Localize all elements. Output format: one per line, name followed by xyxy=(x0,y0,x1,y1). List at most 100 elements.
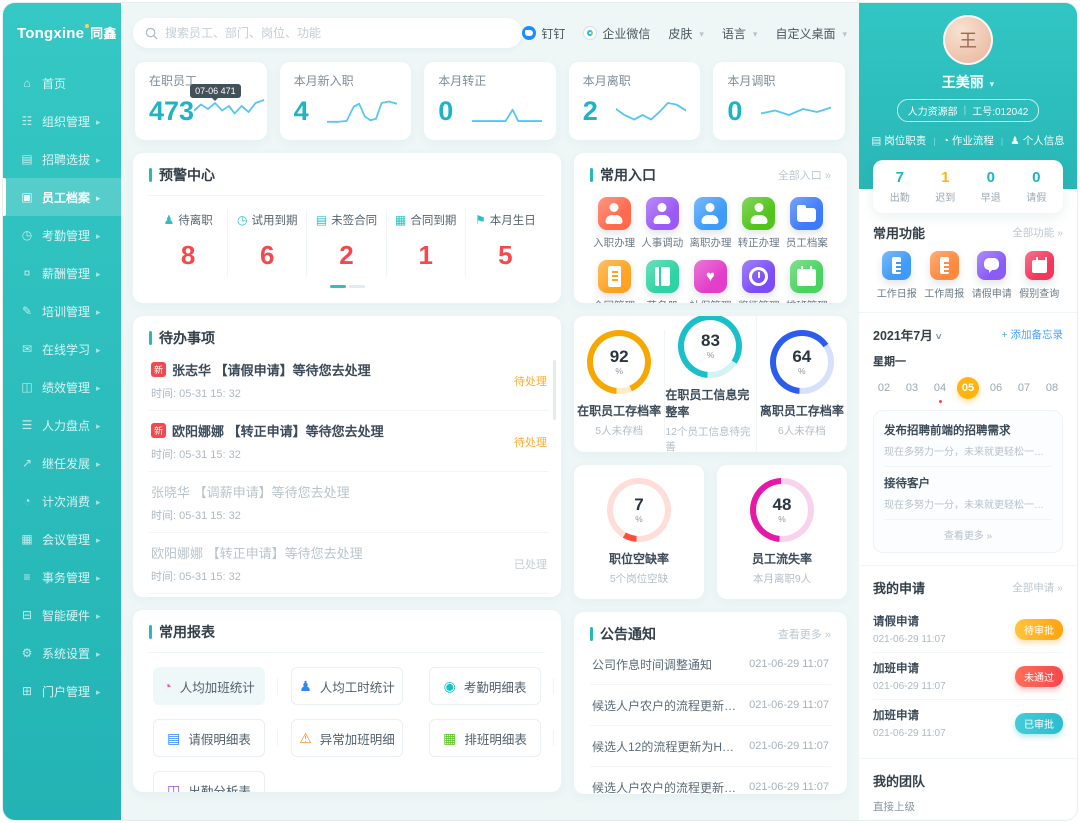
sidebar-item[interactable]: ▤ 招聘选拔 xyxy=(3,140,121,178)
alert-item[interactable]: ▤ 未签合同 2 xyxy=(307,210,387,277)
job-duty-link[interactable]: ▤ 岗位职责 xyxy=(871,134,927,148)
calendar-day[interactable]: 05 xyxy=(957,377,979,399)
quick-entry-item[interactable]: 人事调动 xyxy=(638,197,686,250)
calendar-day[interactable]: 04 xyxy=(929,377,951,403)
todo-scrollbar[interactable] xyxy=(553,360,556,420)
announcements-more-link[interactable]: 查看更多 » xyxy=(777,629,831,641)
alert-pager[interactable] xyxy=(149,285,545,288)
quick-entry-item[interactable]: 离职办理 xyxy=(686,197,734,250)
stat-card[interactable]: 在职员工 473 07-06 471 xyxy=(135,62,267,140)
alert-item[interactable]: ◷ 试用到期 6 xyxy=(228,210,308,277)
sidebar-item[interactable]: ☷ 组织管理 xyxy=(3,102,121,140)
search-input[interactable] xyxy=(165,26,511,40)
quick-func-item[interactable]: 工作周报 xyxy=(921,251,969,300)
todo-row-time: 时间: 05-31 15: 32 xyxy=(151,571,241,583)
sidebar-item[interactable]: ▦ 会议管理 xyxy=(3,520,121,558)
alert-item[interactable]: ⚑ 本月生日 5 xyxy=(466,210,545,277)
add-memo-link[interactable]: + 添加备忘录 xyxy=(1001,329,1063,341)
dingtalk-button[interactable]: 钉钉 xyxy=(522,25,565,42)
sidebar-item[interactable]: ▣ 员工档案 xyxy=(3,178,121,216)
quick-entry-item[interactable]: 入职办理 xyxy=(590,197,638,250)
sidebar-item[interactable]: ↗ 继任发展 xyxy=(3,444,121,482)
stat-card-value: 0 xyxy=(727,96,743,127)
all-funcs-link[interactable]: 全部功能 » xyxy=(1012,227,1063,239)
sidebar-item[interactable]: ⚙ 系统设置 xyxy=(3,634,121,672)
custom-desktop-dropdown[interactable]: 自定义桌面 xyxy=(775,25,847,42)
all-applications-link[interactable]: 全部申请 » xyxy=(1012,582,1063,594)
stat-card-label: 在职员工 xyxy=(149,74,198,88)
stat-card-label: 本月转正 xyxy=(438,74,487,88)
report-button[interactable]: ◫ 出勤分析表 xyxy=(153,771,265,792)
application-row[interactable]: 加班申请 021-06-29 11:07 未通过 xyxy=(873,653,1063,700)
calendar-day[interactable]: 07 xyxy=(1017,382,1031,394)
personal-info-link[interactable]: ♟ 个人信息 xyxy=(1010,134,1065,148)
calendar-month-dropdown[interactable]: 2021年7月 xyxy=(873,325,942,344)
stat-card[interactable]: 本月离职 2 xyxy=(568,62,701,140)
report-button[interactable]: ▦ 排班明细表 xyxy=(429,719,554,757)
memo-item[interactable]: 发布招聘前端的招聘需求 现在多努力一分，未来就更轻松一分，有时更... xyxy=(884,414,1052,467)
wechat-work-label: 企业微信 xyxy=(602,26,651,41)
report-button[interactable]: ⚠ 异常加班明细 xyxy=(291,719,403,757)
quick-func-item[interactable]: 工作日报 xyxy=(873,251,921,300)
report-button[interactable]: ♟ 人均工时统计 xyxy=(291,667,403,705)
todo-view-more-link[interactable]: 查看更多 » xyxy=(149,594,549,597)
quick-entry-item[interactable]: 合同管理 xyxy=(590,260,638,303)
skin-dropdown[interactable]: 皮肤 xyxy=(668,25,704,42)
calendar-day[interactable]: 02 xyxy=(877,382,891,394)
announcement-row[interactable]: 候选人户农户的流程更新为部门面试 021-06-29 11:07 xyxy=(590,685,831,726)
announcement-row[interactable]: 候选人户农户的流程更新为部门面试 021-06-29 11:07 xyxy=(590,767,831,795)
sidebar-item[interactable]: ◔ 计次消费 xyxy=(3,482,121,520)
all-entries-link[interactable]: 全部入口 » xyxy=(777,170,831,182)
report-button[interactable]: ◉ 考勤明细表 xyxy=(429,667,554,705)
memo-item[interactable]: 接待客户 现在多努力一分，未来就更轻松一分，有时更... xyxy=(884,467,1052,520)
user-avatar[interactable]: 王 xyxy=(943,15,993,65)
todo-row[interactable]: 新张晓华 【调薪申请】等待您去处理 时间: 05-31 15: 32 xyxy=(149,472,549,533)
trend-sparkline xyxy=(470,108,543,122)
sidebar-item[interactable]: ✎ 培训管理 xyxy=(3,292,121,330)
stat-card[interactable]: 本月新入职 4 xyxy=(279,62,412,140)
sparkline-tooltip: 07-06 471 xyxy=(190,84,241,101)
quick-func-item[interactable]: 假别查询 xyxy=(1016,251,1064,300)
sidebar-item[interactable]: ✉ 在线学习 xyxy=(3,330,121,368)
work-flow-link[interactable]: ◔ 作业流程 xyxy=(942,134,994,148)
alert-item[interactable]: ♟ 待离职 8 xyxy=(149,210,229,277)
wechat-work-button[interactable]: 企业微信 xyxy=(583,25,650,42)
quick-entry-item[interactable]: 员工档案 xyxy=(783,197,831,250)
sidebar-item[interactable]: ⌂ 首页 xyxy=(3,64,121,102)
stat-card[interactable]: 本月转正 0 xyxy=(424,62,556,140)
quick-entry-item[interactable]: 排班管理 xyxy=(783,260,831,303)
application-row[interactable]: 加班申请 021-06-29 11:07 已审批 xyxy=(873,700,1063,746)
quick-entry-item[interactable]: 转正办理 xyxy=(735,197,783,250)
report-button[interactable]: ▤ 请假明细表 xyxy=(153,719,278,757)
announcement-row[interactable]: 候选人12的流程更新为HR面试 021-06-29 11:07 xyxy=(590,726,831,767)
sidebar-item[interactable]: ⊞ 门户管理 xyxy=(3,672,121,710)
quick-entry-item[interactable]: 奖惩管理 xyxy=(735,260,783,303)
calendar-day[interactable]: 06 xyxy=(989,382,1003,394)
announcement-row[interactable]: 公司作息时间调整通知 021-06-29 11:07 xyxy=(590,644,831,685)
sidebar-item[interactable]: ≡ 事务管理 xyxy=(3,558,121,596)
sidebar-item[interactable]: ☰ 人力盘点 xyxy=(3,406,121,444)
calendar-day[interactable]: 03 xyxy=(905,382,919,394)
language-dropdown[interactable]: 语言 xyxy=(722,25,758,42)
stat-card[interactable]: 本月调职 0 xyxy=(713,62,845,140)
memo-more-link[interactable]: 查看更多 » xyxy=(943,531,993,542)
application-datetime: 021-06-29 11:07 xyxy=(873,728,946,739)
quick-entry-icon xyxy=(742,197,776,230)
sidebar-item[interactable]: ◷ 考勤管理 xyxy=(3,216,121,254)
report-button[interactable]: ◔ 人均加班统计 xyxy=(153,667,278,705)
sidebar-item[interactable]: ◫ 绩效管理 xyxy=(3,368,121,406)
gauge-unit: % xyxy=(635,514,643,524)
calendar-day[interactable]: 08 xyxy=(1045,382,1059,394)
quick-func-item[interactable]: 请假申请 xyxy=(968,251,1016,300)
alert-item[interactable]: ▦ 合同到期 1 xyxy=(387,210,466,277)
sidebar-item[interactable]: ⊟ 智能硬件 xyxy=(3,596,121,634)
todo-row[interactable]: 新欧阳娜娜 【转正申请】等待您去处理 时间: 05-31 15: 32 待处理 xyxy=(149,411,549,472)
todo-row[interactable]: 新张志华 【请假申请】等待您去处理 时间: 05-31 15: 32 待处理 xyxy=(149,350,549,411)
quick-entry-item[interactable]: 花名册 xyxy=(638,260,686,303)
sidebar-item[interactable]: ¤ 薪酬管理 xyxy=(3,254,121,292)
announcement-datetime: 021-06-29 11:07 xyxy=(749,658,829,670)
application-row[interactable]: 请假申请 021-06-29 11:07 待审批 xyxy=(873,606,1063,653)
user-name-dropdown[interactable]: 王美丽 xyxy=(871,72,1065,92)
quick-entry-item[interactable]: 社保管理 xyxy=(686,260,734,303)
